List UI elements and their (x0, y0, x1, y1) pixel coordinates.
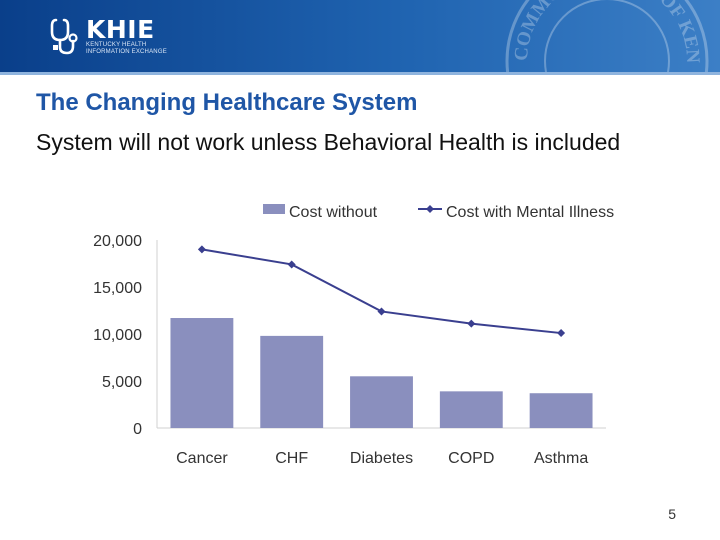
line-point-cost-with-mental-illness (287, 260, 296, 269)
logo-name: KHIE (86, 15, 155, 44)
y-tick-label: 20,000 (93, 233, 142, 250)
seal-text: COMMONWEALTH OF KENTUCKY · UNITED WE STA… (502, 0, 703, 64)
page-number: 5 (668, 506, 676, 522)
svg-text:COMMONWEALTH OF KENTUCKY · UNI: COMMONWEALTH OF KENTUCKY · UNITED WE STA… (502, 0, 703, 64)
line-point-cost-with-mental-illness (377, 307, 386, 316)
line-cost-with-mental-illness (201, 248, 562, 335)
logo-subtitle-line1: KENTUCKY HEALTH (86, 42, 147, 48)
header-divider (0, 72, 720, 75)
y-tick-label: 15,000 (93, 280, 142, 297)
x-tick-label: CHF (275, 450, 308, 467)
slide-subtitle: System will not work unless Behavioral H… (36, 129, 621, 155)
legend-marker-cost-with-mi (426, 205, 434, 213)
y-tick-label: 0 (133, 421, 142, 438)
legend-label-cost-with-mi: Cost with Mental Illness (446, 204, 614, 221)
logo-subtitle-line2: INFORMATION EXCHANGE (86, 49, 167, 55)
bar-cost-without (350, 376, 413, 428)
bar-cost-without (529, 393, 593, 428)
header-band: COMMONWEALTH OF KENTUCKY · UNITED WE STA… (0, 0, 720, 72)
line-point-cost-with-mental-illness (557, 329, 566, 338)
cost-chart: Cost without Cost with Mental Illness 0 5… (93, 204, 614, 467)
line-point-cost-with-mental-illness (197, 245, 206, 254)
state-seal-icon: COMMONWEALTH OF KENTUCKY · UNITED WE STA… (502, 0, 709, 72)
line-point-cost-with-mental-illness (467, 319, 476, 328)
slide-title: The Changing Healthcare System (36, 89, 418, 116)
khie-logo: KHIE KENTUCKY HEALTH INFORMATION EXCHANG… (50, 16, 167, 58)
stethoscope-icon (50, 18, 78, 55)
x-tick-label: Asthma (534, 450, 588, 467)
x-tick-label: Cancer (176, 450, 228, 467)
bar-cost-without (260, 335, 324, 428)
y-tick-label: 5,000 (102, 374, 142, 391)
bar-cost-without (170, 318, 234, 428)
bar-cost-without (439, 391, 503, 428)
legend-swatch-cost-without (263, 204, 285, 214)
x-tick-label: COPD (448, 450, 494, 467)
chart-legend: Cost without Cost with Mental Illness (263, 204, 614, 221)
y-tick-label: 10,000 (93, 327, 142, 344)
x-tick-label: Diabetes (350, 450, 413, 467)
legend-label-cost-without: Cost without (289, 204, 378, 221)
